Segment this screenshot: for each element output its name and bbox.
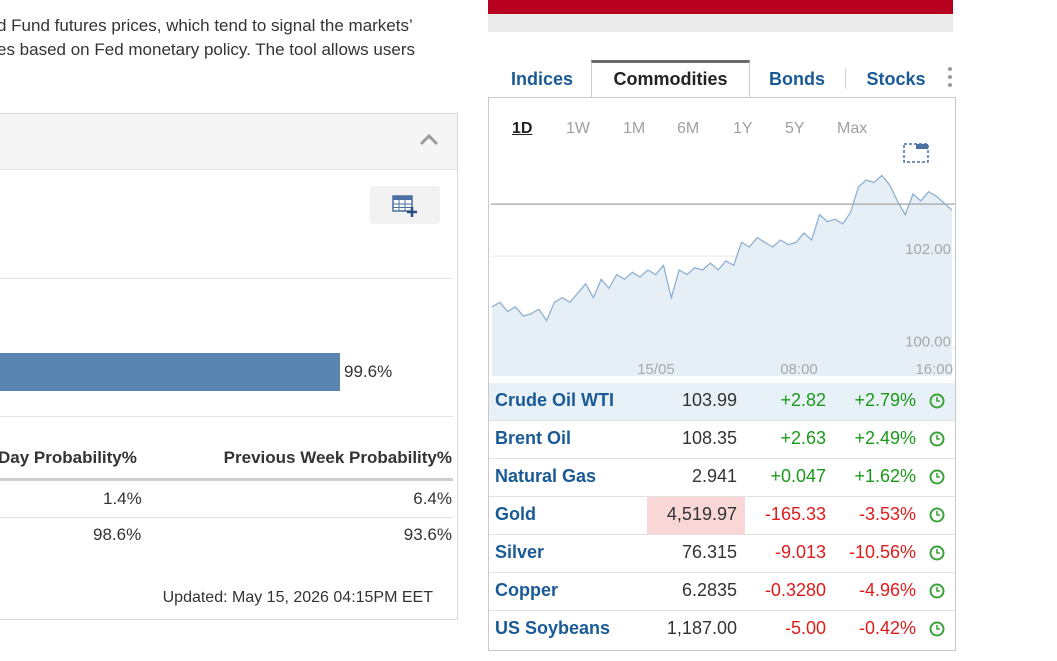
cell-week-prob-row1: 6.4%: [413, 489, 452, 508]
quote-change: +2.82: [780, 390, 826, 410]
quote-change-pct: +2.79%: [854, 390, 916, 410]
quote-row[interactable]: Gold 4,519.97 -165.33 -3.53%: [489, 497, 955, 535]
col-header-day-probability: Day Probability%: [0, 448, 137, 467]
quote-row[interactable]: US Soybeans 1,187.00 -5.00 -0.42%: [489, 611, 955, 648]
period-selector: 1D 1W 1M 6M 1Y 5Y Max: [489, 120, 955, 163]
price-line: [491, 174, 953, 323]
banner-strip: [488, 0, 953, 14]
cell-day-prob-row2: 98.6%: [93, 525, 142, 544]
quote-name-link[interactable]: Copper: [495, 580, 558, 600]
quote-change-pct: -0.42%: [858, 618, 916, 638]
more-options-icon[interactable]: [948, 67, 954, 91]
table-view-button[interactable]: [370, 186, 440, 224]
quote-name-link[interactable]: Natural Gas: [495, 466, 597, 486]
banner-image[interactable]: [488, 0, 953, 32]
tab-separator: [845, 69, 846, 89]
x-tick-label: 16:00: [915, 361, 953, 378]
quote-change-pct: -4.96%: [858, 580, 916, 600]
quote-name-link[interactable]: Brent Oil: [495, 428, 572, 448]
divider: [0, 278, 453, 279]
updated-timestamp: Updated: May 15, 2026 04:15PM EET: [162, 589, 433, 606]
quote-name-link[interactable]: Crude Oil WTI: [495, 390, 614, 410]
price-area: [492, 175, 952, 376]
quote-change-pct: -10.56%: [848, 542, 916, 562]
period-1m[interactable]: 1M: [623, 120, 646, 137]
probability-bar: [0, 353, 340, 391]
quote-last: 4,519.97: [666, 504, 737, 524]
period-1d[interactable]: 1D: [512, 120, 533, 137]
card-header: [0, 114, 457, 170]
period-1w[interactable]: 1W: [566, 120, 590, 137]
quote-name-link[interactable]: Silver: [495, 542, 545, 562]
clock-icon: [929, 621, 945, 637]
table-add-icon: [392, 195, 417, 217]
probability-bar-label: 99.6%: [344, 362, 393, 381]
quote-name-link[interactable]: US Soybeans: [495, 618, 611, 638]
intro-line-1: d Fund futures prices, which tend to sig…: [0, 16, 413, 35]
quote-row[interactable]: Copper 6.2835 -0.3280 -4.96%: [489, 573, 955, 611]
tab-commodities[interactable]: Commodities: [591, 60, 750, 98]
quote-last: 1,187.00: [666, 618, 737, 638]
quotes-table: Crude Oil WTI 103.99 +2.82 +2.79% Brent Oil 1…: [489, 383, 955, 648]
market-tabs: Indices Commodities Bonds Stocks: [488, 60, 957, 98]
quote-last: 108.35: [681, 428, 737, 448]
quote-last: 2.941: [691, 466, 737, 486]
clock-icon: [929, 545, 945, 561]
quote-change-pct: +2.49%: [854, 428, 916, 448]
quote-row[interactable]: Brent Oil 108.35 +2.63 +2.49%: [489, 421, 955, 459]
header-rule: [0, 478, 453, 481]
quote-name-link[interactable]: Gold: [495, 504, 536, 524]
quote-change: +2.63: [780, 428, 826, 448]
tab-bonds[interactable]: Bonds: [769, 69, 825, 89]
quote-change: -9.013: [774, 542, 826, 562]
article-intro: d Fund futures prices, which tend to sig…: [0, 14, 460, 62]
tab-stocks[interactable]: Stocks: [866, 69, 926, 89]
quote-last: 6.2835: [681, 580, 737, 600]
quote-row[interactable]: Silver 76.315 -9.013 -10.56%: [489, 535, 955, 573]
col-header-previous-week-probability: Previous Week Probability%: [223, 448, 452, 467]
price-flash-highlight: [647, 497, 745, 534]
divider: [0, 416, 453, 417]
quote-row[interactable]: Natural Gas 2.941 +0.047 +1.62%: [489, 459, 955, 497]
clock-icon: [929, 431, 945, 447]
quote-change-pct: +1.62%: [854, 466, 916, 486]
y-tick-label: 102.00: [905, 241, 951, 258]
cell-week-prob-row2: 93.6%: [403, 525, 452, 544]
chevron-up-icon[interactable]: [419, 132, 439, 146]
fed-rate-card: 99.6% Day Probability% Previous Week Pro…: [0, 113, 458, 620]
quote-change: -5.00: [784, 618, 826, 638]
clock-icon: [929, 507, 945, 523]
row-divider: [0, 517, 453, 518]
intro-line-2: es based on Fed monetary policy. The too…: [0, 40, 415, 59]
quote-change-pct: -3.53%: [858, 504, 916, 524]
tab-indices[interactable]: Indices: [510, 69, 574, 89]
clock-icon: [929, 583, 945, 599]
y-tick-label: 100.00: [905, 333, 951, 350]
quote-change: -165.33: [764, 504, 826, 524]
quote-last: 76.315: [681, 542, 737, 562]
period-6m[interactable]: 6M: [677, 120, 700, 137]
commodities-widget: 1D 1W 1M 6M 1Y 5Y Max 100.00 102.00 15/05 0…: [488, 97, 956, 651]
period-5y[interactable]: 5Y: [785, 120, 805, 137]
clock-icon: [929, 393, 945, 409]
expand-chart-icon[interactable]: [903, 143, 929, 163]
cell-day-prob-row1: 1.4%: [103, 489, 142, 508]
price-chart: 100.00 102.00 15/05 08:00 16:00: [491, 174, 955, 378]
period-1y[interactable]: 1Y: [733, 120, 753, 137]
quote-change: +0.047: [770, 466, 826, 486]
x-tick-label: 08:00: [780, 361, 818, 378]
clock-icon: [929, 469, 945, 485]
quote-last: 103.99: [681, 390, 737, 410]
x-tick-label: 15/05: [637, 361, 675, 378]
quote-row[interactable]: Crude Oil WTI 103.99 +2.82 +2.79%: [489, 383, 955, 421]
period-max[interactable]: Max: [837, 120, 868, 137]
quote-change: -0.3280: [764, 580, 826, 600]
